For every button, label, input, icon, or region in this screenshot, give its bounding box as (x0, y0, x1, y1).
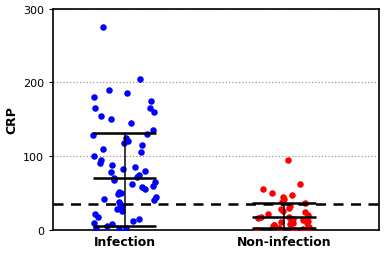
Point (120, 168, 126, 172)
Point (142, 169, 148, 173)
Point (303, 228, 310, 232)
Point (139, 185, 145, 189)
Point (116, 200, 122, 204)
Point (124, 92, 130, 96)
Point (151, 110, 157, 115)
Point (270, 224, 276, 228)
Point (98, 158, 104, 162)
Point (147, 107, 153, 111)
Point (104, 224, 110, 228)
Point (93, 228, 99, 232)
Point (108, 118, 114, 122)
Point (150, 184, 156, 188)
Point (258, 215, 264, 219)
Point (123, 136, 129, 140)
Point (119, 210, 126, 214)
Point (271, 223, 277, 227)
Point (132, 166, 139, 170)
Point (306, 225, 312, 229)
Point (114, 207, 120, 211)
Point (291, 228, 297, 232)
Point (286, 206, 293, 210)
Point (93, 226, 99, 230)
Point (111, 178, 117, 182)
Point (130, 219, 136, 223)
Point (136, 173, 142, 177)
Point (276, 226, 282, 230)
Point (115, 193, 121, 197)
Point (109, 222, 115, 226)
Point (144, 132, 150, 136)
Point (123, 227, 129, 231)
Point (151, 199, 157, 203)
Point (92, 107, 98, 111)
Point (110, 177, 117, 181)
Point (121, 141, 127, 145)
Point (260, 187, 266, 192)
Point (152, 180, 158, 184)
Point (288, 193, 295, 197)
Point (281, 197, 287, 201)
Point (90, 96, 97, 100)
Point (137, 77, 143, 81)
Point (305, 227, 311, 231)
Point (92, 212, 98, 216)
Point (302, 210, 308, 214)
Point (286, 215, 292, 219)
Point (117, 202, 123, 206)
Point (265, 212, 271, 216)
Point (255, 216, 261, 220)
Point (125, 140, 131, 144)
Point (290, 217, 296, 221)
Point (280, 196, 286, 200)
Point (128, 121, 134, 125)
Point (304, 221, 310, 225)
Point (280, 209, 286, 213)
Point (95, 215, 101, 219)
Point (254, 228, 260, 232)
Point (302, 201, 308, 205)
Point (153, 195, 159, 199)
Point (129, 182, 136, 186)
Point (101, 197, 107, 201)
Point (98, 114, 104, 118)
Point (106, 88, 112, 92)
Point (303, 228, 309, 232)
Point (118, 191, 124, 195)
Point (300, 218, 306, 223)
Point (279, 200, 285, 204)
Point (134, 175, 141, 179)
Point (300, 227, 306, 231)
Point (278, 207, 284, 211)
Y-axis label: CRP: CRP (5, 106, 18, 134)
Point (269, 191, 275, 195)
Point (290, 221, 296, 225)
Point (100, 147, 106, 151)
Point (91, 221, 97, 225)
Point (99, 26, 105, 30)
Point (142, 187, 148, 192)
Point (287, 222, 293, 226)
Point (297, 182, 303, 186)
Point (109, 163, 116, 167)
Point (138, 151, 144, 155)
Point (288, 218, 295, 222)
Point (286, 204, 293, 208)
Point (285, 158, 291, 162)
Point (148, 99, 154, 103)
Point (116, 227, 122, 231)
Point (271, 224, 277, 228)
Point (108, 171, 114, 175)
Point (305, 213, 311, 217)
Point (139, 144, 145, 148)
Point (116, 190, 122, 194)
Point (150, 129, 156, 133)
Point (97, 162, 103, 166)
Point (305, 219, 311, 223)
Point (278, 220, 284, 224)
Point (91, 154, 97, 158)
Point (119, 204, 125, 209)
Point (90, 134, 96, 138)
Point (136, 217, 142, 221)
